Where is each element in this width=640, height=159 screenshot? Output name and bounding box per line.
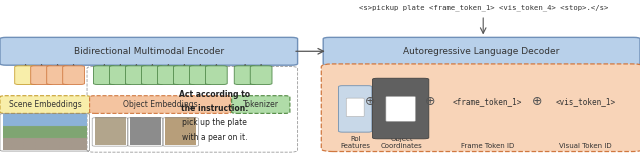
FancyBboxPatch shape bbox=[125, 66, 147, 84]
FancyBboxPatch shape bbox=[173, 66, 195, 84]
FancyBboxPatch shape bbox=[339, 86, 372, 132]
Text: <vis_token_1>: <vis_token_1> bbox=[556, 97, 616, 106]
Text: pick up the plate: pick up the plate bbox=[182, 118, 247, 128]
Text: ⊕: ⊕ bbox=[365, 95, 375, 108]
FancyBboxPatch shape bbox=[234, 66, 256, 84]
Text: Visual Token ID: Visual Token ID bbox=[559, 143, 612, 149]
Text: ⊕: ⊕ bbox=[425, 95, 435, 108]
FancyBboxPatch shape bbox=[323, 37, 640, 65]
Text: Autoregressive Language Decoder: Autoregressive Language Decoder bbox=[403, 47, 560, 56]
FancyBboxPatch shape bbox=[250, 66, 272, 84]
Text: Object
Coordinates: Object Coordinates bbox=[381, 136, 423, 149]
FancyBboxPatch shape bbox=[15, 66, 36, 84]
FancyBboxPatch shape bbox=[109, 66, 131, 84]
Text: Tokenizer: Tokenizer bbox=[243, 100, 279, 109]
FancyBboxPatch shape bbox=[372, 78, 429, 139]
Text: Scene Embeddings: Scene Embeddings bbox=[9, 100, 81, 109]
FancyBboxPatch shape bbox=[90, 96, 231, 113]
Text: Object Embeddings: Object Embeddings bbox=[123, 100, 198, 109]
FancyBboxPatch shape bbox=[232, 96, 290, 113]
Text: Frame Token ID: Frame Token ID bbox=[461, 143, 515, 149]
Text: with a pear on it.: with a pear on it. bbox=[182, 133, 247, 142]
FancyBboxPatch shape bbox=[346, 98, 364, 117]
FancyBboxPatch shape bbox=[321, 64, 640, 152]
Text: <s>pickup plate <frame_token_1> <vis_token_4> <stop>.</s>: <s>pickup plate <frame_token_1> <vis_tok… bbox=[358, 4, 608, 11]
FancyBboxPatch shape bbox=[47, 66, 68, 84]
FancyBboxPatch shape bbox=[0, 96, 90, 113]
FancyBboxPatch shape bbox=[93, 66, 115, 84]
FancyBboxPatch shape bbox=[31, 66, 52, 84]
FancyBboxPatch shape bbox=[141, 66, 163, 84]
Text: Bidirectional Multimodal Encoder: Bidirectional Multimodal Encoder bbox=[74, 47, 224, 56]
FancyBboxPatch shape bbox=[63, 66, 84, 84]
FancyBboxPatch shape bbox=[205, 66, 227, 84]
FancyBboxPatch shape bbox=[189, 66, 211, 84]
Text: Act according to: Act according to bbox=[179, 90, 250, 99]
Text: the instruction:: the instruction: bbox=[180, 104, 248, 113]
FancyBboxPatch shape bbox=[0, 37, 298, 65]
Text: <frame_token_1>: <frame_token_1> bbox=[453, 97, 522, 106]
Text: ⊕: ⊕ bbox=[532, 95, 543, 108]
FancyBboxPatch shape bbox=[386, 97, 415, 121]
Text: RoI
Features: RoI Features bbox=[340, 136, 370, 149]
FancyBboxPatch shape bbox=[157, 66, 179, 84]
